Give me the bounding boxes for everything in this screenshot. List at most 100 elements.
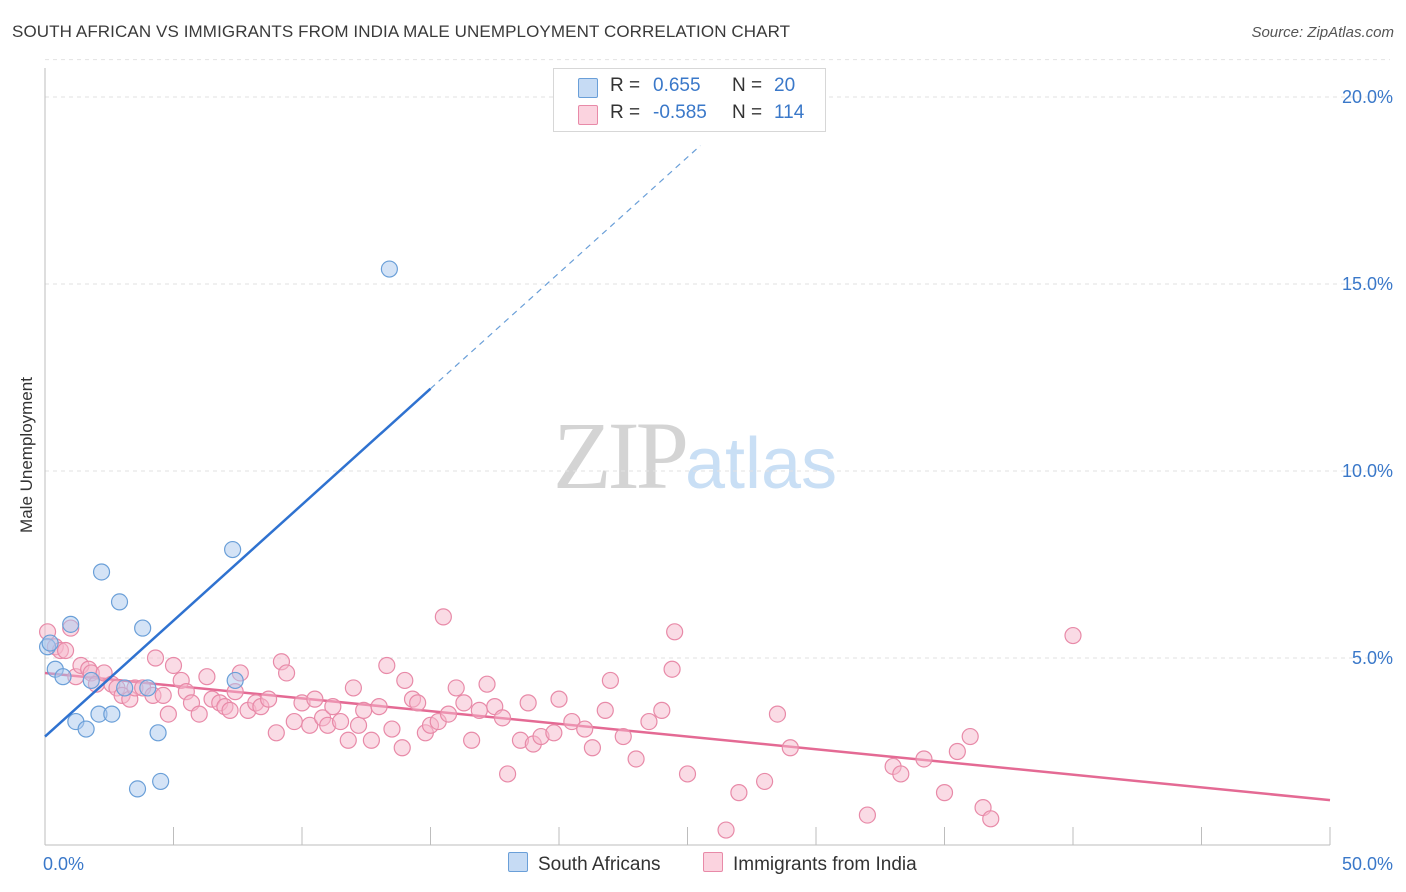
india-point [439, 705, 458, 723]
india-point [493, 709, 512, 727]
india-point [190, 705, 208, 723]
south-africans-point [149, 724, 167, 742]
india-point [285, 712, 303, 731]
india-point [1064, 626, 1082, 645]
south-africans-trend-line [44, 387, 432, 738]
india-point [355, 701, 373, 719]
india-point [563, 712, 581, 731]
south-africans-point [92, 563, 111, 581]
india-point [447, 679, 465, 697]
y-axis-label: Male Unemployment [17, 377, 36, 533]
n-label: N = [732, 75, 763, 96]
india-point [470, 701, 488, 719]
n-value: 114 [774, 102, 805, 123]
india-point [627, 750, 645, 768]
r-label: R = [610, 75, 641, 96]
india-point [56, 641, 75, 660]
india-point [583, 739, 602, 757]
chart-title: SOUTH AFRICAN VS IMMIGRANTS FROM INDIA M… [12, 22, 791, 41]
india-point [396, 671, 414, 690]
india-point [383, 720, 401, 738]
india-points [38, 608, 1082, 839]
india-point [915, 750, 933, 768]
india-point [545, 724, 563, 742]
india-point [717, 821, 735, 839]
india-point [164, 656, 183, 675]
india-point [596, 701, 614, 719]
india-point [781, 739, 799, 757]
y-tick-label: 20.0% [1342, 87, 1393, 107]
legend-item-india: Immigrants from India [703, 852, 917, 876]
pink-swatch [578, 105, 598, 125]
r-label: R = [610, 102, 641, 123]
india-point [154, 686, 172, 705]
south-africans-point [134, 619, 152, 637]
india-point [362, 731, 380, 749]
south-africans-point [139, 679, 157, 697]
india-point [640, 712, 658, 731]
r-value: -0.585 [653, 102, 707, 123]
india-point [344, 679, 362, 697]
india-point [306, 690, 324, 708]
south-africans-point [62, 615, 80, 633]
y-tick-label: 10.0% [1342, 461, 1393, 481]
south-africans-trend-extension [430, 145, 701, 390]
india-point [159, 705, 177, 723]
india-point [892, 765, 910, 783]
india-point [666, 623, 684, 641]
correlation-legend: R = 0.655 N = 20 R = -0.585 N = 114 [553, 68, 826, 132]
south-africans-point [152, 772, 170, 791]
south-africans-point [103, 705, 121, 723]
y-tick-label: 15.0% [1342, 274, 1393, 294]
blue-swatch [578, 78, 598, 98]
india-point [434, 608, 452, 626]
south-africans-point [54, 668, 72, 686]
india-point [678, 765, 697, 783]
india-point [409, 694, 427, 712]
south-africans-point [226, 671, 244, 690]
india-point [339, 731, 357, 749]
x-tick-label: 50.0% [1342, 854, 1393, 874]
south-africans-trendline [44, 145, 701, 738]
india-point [499, 765, 517, 783]
x-tick-label: 0.0% [43, 854, 84, 874]
india-point [393, 739, 411, 757]
india-point [324, 698, 342, 716]
india-point [550, 690, 568, 708]
india-point [730, 784, 748, 802]
tick-labels: 5.0% 10.0% 15.0% 20.0% 0.0% 50.0% [43, 87, 1393, 874]
india-point [519, 694, 537, 712]
india-point [198, 668, 216, 686]
india-trendline [44, 671, 1331, 802]
south-africans-point [82, 671, 100, 690]
india-point [755, 772, 774, 791]
south-africans-point [77, 720, 95, 738]
india-trend-line [44, 671, 1331, 802]
india-point [267, 724, 285, 742]
india-point [858, 806, 877, 824]
south-africans-point [224, 540, 242, 559]
series-name: South Africans [538, 854, 661, 875]
south-africans-point [110, 593, 129, 611]
india-point [768, 705, 787, 723]
india-point [277, 664, 296, 682]
south-africans-point [116, 679, 134, 697]
india-point [653, 701, 671, 719]
y-tick-label: 5.0% [1352, 648, 1393, 668]
india-point [331, 712, 350, 731]
south-africans-point [380, 260, 398, 278]
south-africans-point [128, 780, 147, 798]
grid-lines [45, 59, 1390, 659]
india-point [961, 727, 979, 746]
india-point [614, 727, 632, 746]
india-point [378, 656, 396, 675]
series-name: Immigrants from India [733, 854, 917, 875]
source-credit: Source: ZipAtlas.com [1251, 24, 1394, 41]
n-value: 20 [774, 75, 796, 96]
india-point [935, 784, 954, 802]
india-point [478, 675, 496, 693]
legend-item-south-africans: South Africans [508, 852, 661, 876]
india-point [663, 660, 681, 678]
india-point [370, 698, 388, 716]
